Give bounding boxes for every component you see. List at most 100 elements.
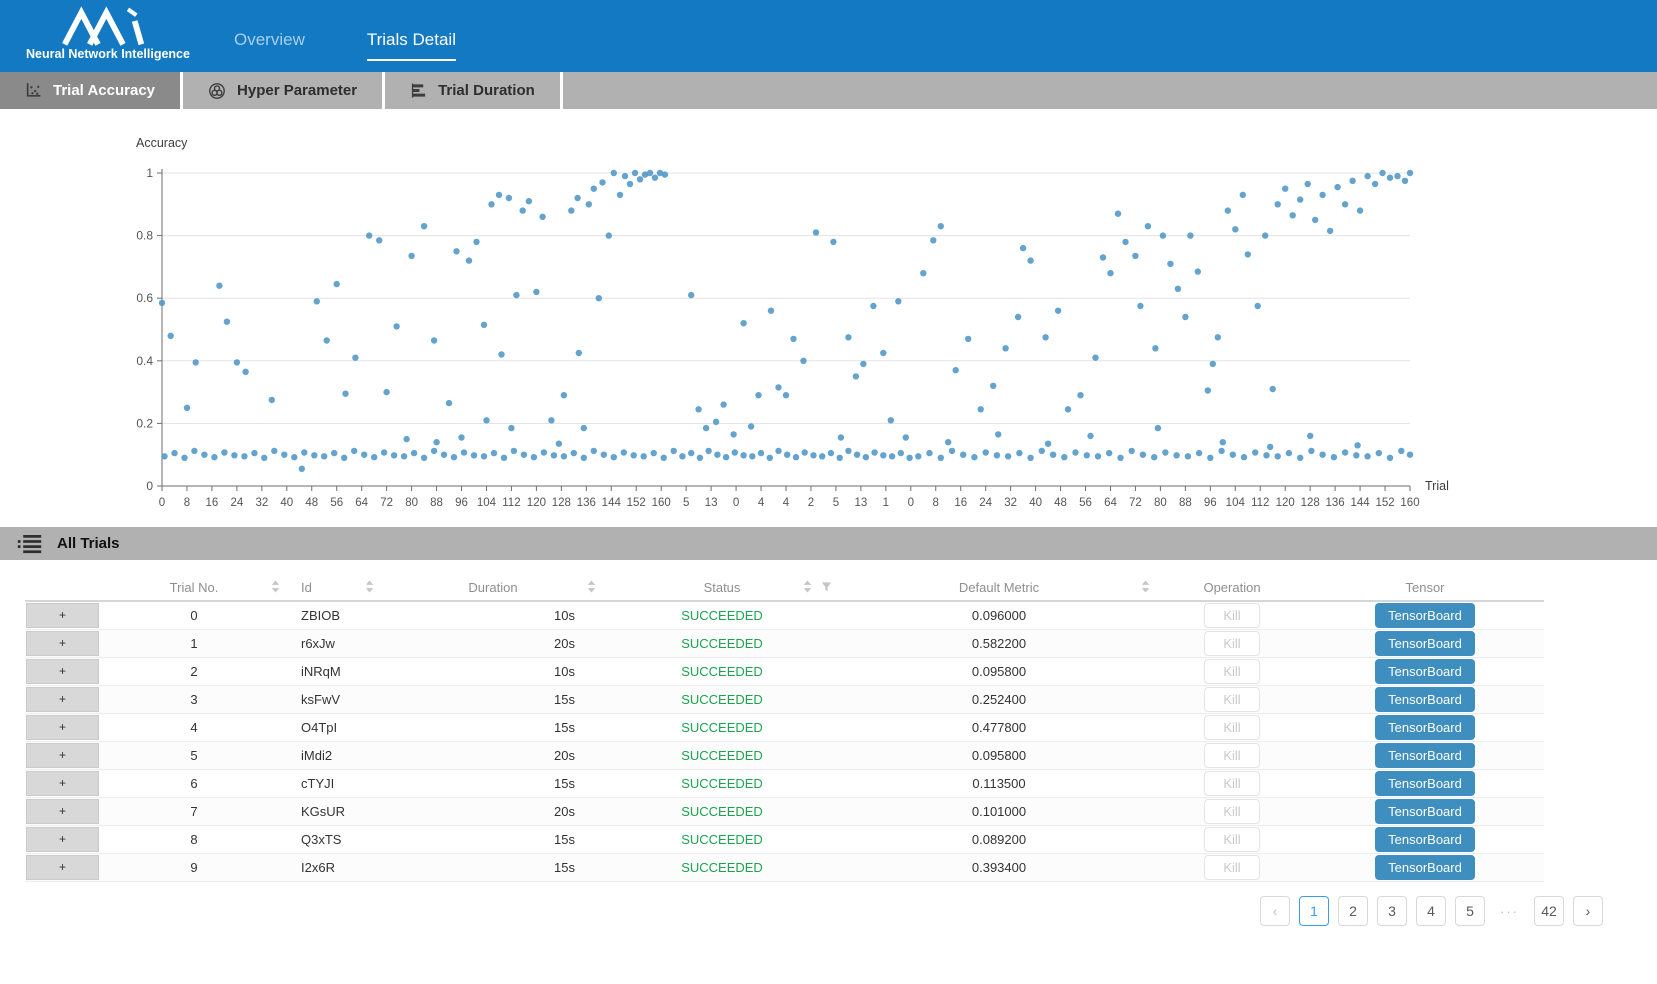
scatter-point[interactable] xyxy=(393,323,399,329)
scatter-point[interactable] xyxy=(1297,196,1303,202)
scatter-point[interactable] xyxy=(466,257,472,263)
scatter-point[interactable] xyxy=(341,455,347,461)
scatter-point[interactable] xyxy=(1379,170,1385,176)
scatter-point[interactable] xyxy=(421,455,427,461)
scatter-point[interactable] xyxy=(591,186,597,192)
scatter-point[interactable] xyxy=(361,452,367,458)
tensorboard-button[interactable]: TensorBoard xyxy=(1375,743,1475,768)
scatter-point[interactable] xyxy=(1100,254,1106,260)
scatter-point[interactable] xyxy=(496,192,502,198)
scatter-point[interactable] xyxy=(1027,257,1033,263)
scatter-point[interactable] xyxy=(837,455,843,461)
scatter-point[interactable] xyxy=(632,170,638,176)
subtab-trial-duration[interactable]: Trial Duration xyxy=(385,72,563,109)
scatter-point[interactable] xyxy=(784,452,790,458)
scatter-point[interactable] xyxy=(1002,345,1008,351)
scatter-point[interactable] xyxy=(234,359,240,365)
expand-row-button[interactable]: + xyxy=(26,855,99,880)
scatter-point[interactable] xyxy=(488,201,494,207)
scatter-point[interactable] xyxy=(539,214,545,220)
scatter-point[interactable] xyxy=(1319,452,1325,458)
scatter-point[interactable] xyxy=(533,289,539,295)
subtab-trial-accuracy[interactable]: Trial Accuracy xyxy=(0,72,183,109)
scatter-point[interactable] xyxy=(383,389,389,395)
scatter-point[interactable] xyxy=(1357,207,1363,213)
scatter-point[interactable] xyxy=(473,239,479,245)
scatter-point[interactable] xyxy=(231,452,237,458)
scatter-point[interactable] xyxy=(723,454,729,460)
scatter-point[interactable] xyxy=(461,449,467,455)
scatter-point[interactable] xyxy=(1045,441,1051,447)
scatter-point[interactable] xyxy=(627,181,633,187)
scatter-point[interactable] xyxy=(159,300,165,306)
scatter-point[interactable] xyxy=(749,453,755,459)
scatter-point[interactable] xyxy=(903,434,909,440)
scatter-point[interactable] xyxy=(431,337,437,343)
scatter-point[interactable] xyxy=(161,453,167,459)
scatter-point[interactable] xyxy=(652,175,658,181)
scatter-point[interactable] xyxy=(242,369,248,375)
scatter-point[interactable] xyxy=(521,452,527,458)
sort-caret-icon[interactable] xyxy=(1141,580,1150,595)
scatter-point[interactable] xyxy=(871,449,877,455)
scatter-point[interactable] xyxy=(261,455,267,461)
scatter-point[interactable] xyxy=(311,452,317,458)
kill-button[interactable]: Kill xyxy=(1204,799,1260,824)
tensorboard-button[interactable]: TensorBoard xyxy=(1375,799,1475,824)
scatter-point[interactable] xyxy=(548,417,554,423)
scatter-point[interactable] xyxy=(376,237,382,243)
sort-caret-icon[interactable] xyxy=(803,580,812,595)
kill-button[interactable]: Kill xyxy=(1204,631,1260,656)
scatter-point[interactable] xyxy=(1334,184,1340,190)
tensorboard-button[interactable]: TensorBoard xyxy=(1375,687,1475,712)
scatter-point[interactable] xyxy=(845,334,851,340)
scatter-point[interactable] xyxy=(1286,450,1292,456)
scatter-point[interactable] xyxy=(551,452,557,458)
scatter-point[interactable] xyxy=(828,450,834,456)
kill-button[interactable]: Kill xyxy=(1204,659,1260,684)
scatter-point[interactable] xyxy=(441,452,447,458)
scatter-point[interactable] xyxy=(1230,452,1236,458)
tensorboard-button[interactable]: TensorBoard xyxy=(1375,855,1475,880)
scatter-point[interactable] xyxy=(599,179,605,185)
scatter-point[interactable] xyxy=(408,253,414,259)
scatter-point[interactable] xyxy=(561,392,567,398)
scatter-point[interactable] xyxy=(1349,178,1355,184)
scatter-point[interactable] xyxy=(591,448,597,454)
scatter-point[interactable] xyxy=(1402,178,1408,184)
scatter-point[interactable] xyxy=(730,431,736,437)
scatter-point[interactable] xyxy=(1137,303,1143,309)
scatter-point[interactable] xyxy=(556,441,562,447)
scatter-point[interactable] xyxy=(1290,212,1296,218)
scatter-point[interactable] xyxy=(695,406,701,412)
top-tab-overview[interactable]: Overview xyxy=(234,30,305,61)
scatter-point[interactable] xyxy=(1015,314,1021,320)
top-tab-trials-detail[interactable]: Trials Detail xyxy=(367,30,456,61)
scatter-point[interactable] xyxy=(431,448,437,454)
scatter-point[interactable] xyxy=(1387,455,1393,461)
scatter-point[interactable] xyxy=(1262,232,1268,238)
scatter-point[interactable] xyxy=(391,452,397,458)
scatter-point[interactable] xyxy=(880,452,886,458)
kill-button[interactable]: Kill xyxy=(1204,855,1260,880)
scatter-point[interactable] xyxy=(381,449,387,455)
scatter-point[interactable] xyxy=(1195,268,1201,274)
scatter-point[interactable] xyxy=(1220,439,1226,445)
expand-row-button[interactable]: + xyxy=(26,827,99,852)
scatter-point[interactable] xyxy=(1398,448,1404,454)
scatter-point[interactable] xyxy=(938,223,944,229)
scatter-point[interactable] xyxy=(926,450,932,456)
scatter-point[interactable] xyxy=(586,201,592,207)
scatter-point[interactable] xyxy=(662,171,668,177)
scatter-point[interactable] xyxy=(767,455,773,461)
scatter-point[interactable] xyxy=(906,455,912,461)
scatter-point[interactable] xyxy=(1072,449,1078,455)
scatter-point[interactable] xyxy=(661,455,667,461)
scatter-point[interactable] xyxy=(351,448,357,454)
scatter-point[interactable] xyxy=(1327,228,1333,234)
scatter-point[interactable] xyxy=(647,170,653,176)
tensorboard-button[interactable]: TensorBoard xyxy=(1375,771,1475,796)
scatter-point[interactable] xyxy=(331,450,337,456)
scatter-point[interactable] xyxy=(513,292,519,298)
scatter-point[interactable] xyxy=(705,448,711,454)
